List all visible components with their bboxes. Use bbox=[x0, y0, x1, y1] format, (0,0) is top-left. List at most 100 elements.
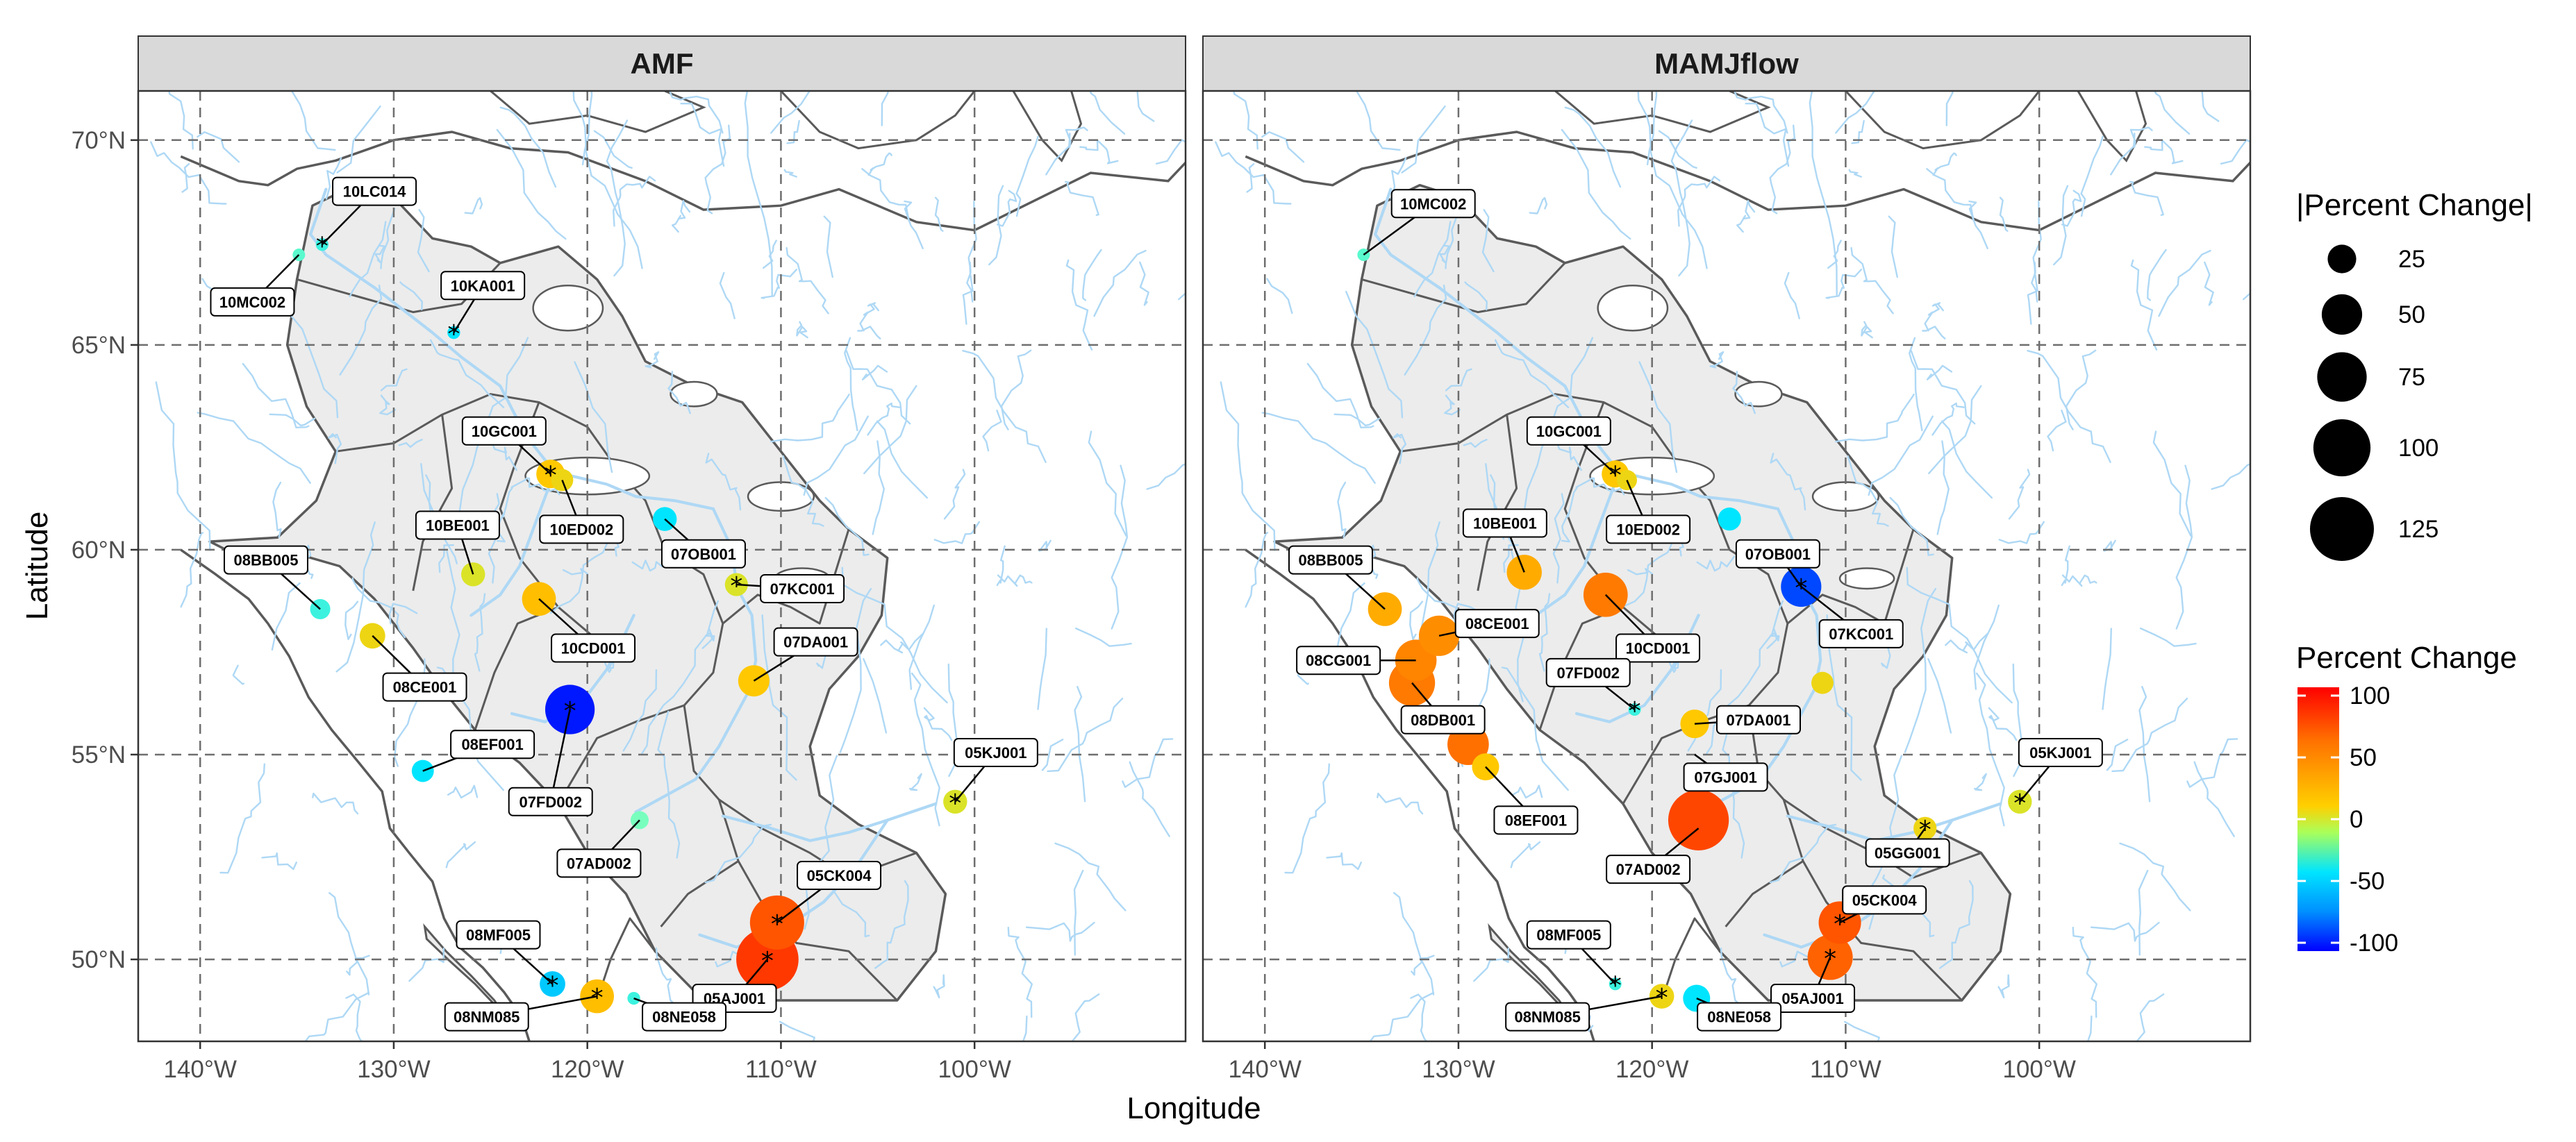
significance-marker: * bbox=[1919, 816, 1931, 844]
station-label-text: 08NE058 bbox=[1707, 1009, 1771, 1026]
station-label[interactable]: 05KJ001 bbox=[953, 737, 1038, 767]
station-label[interactable]: 10GC001 bbox=[1526, 416, 1611, 446]
station-label[interactable]: 07FD002 bbox=[1545, 657, 1631, 687]
significance-marker: * bbox=[547, 971, 559, 1000]
size-legend-label: 25 bbox=[2398, 246, 2425, 273]
station-label-text: 08CG001 bbox=[1306, 652, 1371, 669]
panel-title: AMF bbox=[631, 47, 694, 80]
station-label[interactable]: 08CG001 bbox=[1296, 646, 1381, 675]
station-label[interactable]: 07DA001 bbox=[773, 627, 858, 657]
y-tick-label: 65°N bbox=[72, 332, 126, 359]
station-label[interactable]: 10ED002 bbox=[539, 514, 624, 544]
size-legend-title: |Percent Change| bbox=[2296, 188, 2533, 222]
station-label[interactable]: 07DA001 bbox=[1715, 705, 1801, 734]
x-tick-label: 130°W bbox=[357, 1056, 430, 1083]
color-legend: Percent Change 100 50 0 -50 -100 bbox=[2296, 641, 2517, 957]
station-label[interactable]: 08NE058 bbox=[1697, 1002, 1782, 1032]
station-label[interactable]: 10CD001 bbox=[551, 633, 636, 663]
station-label[interactable]: 08CE001 bbox=[1454, 609, 1540, 639]
size-legend-key bbox=[2327, 244, 2357, 274]
panel-amf: AMF ********** 10LC01410MC00210KA00110GC… bbox=[72, 35, 1187, 1083]
station-label[interactable]: 07OB001 bbox=[1735, 539, 1820, 569]
station-marker[interactable] bbox=[1811, 671, 1834, 694]
significance-marker: * bbox=[730, 572, 742, 601]
size-legend-key bbox=[2321, 294, 2363, 335]
station-label[interactable]: 10MC002 bbox=[210, 287, 295, 317]
station-label[interactable]: 08MF005 bbox=[456, 920, 541, 950]
station-label[interactable]: 10GC001 bbox=[461, 416, 547, 446]
station-label-text: 08DB001 bbox=[1411, 712, 1475, 729]
panel-border bbox=[1202, 90, 2252, 1043]
station-label-text: 08MF005 bbox=[466, 927, 531, 944]
station-label[interactable]: 05AJ001 bbox=[1770, 984, 1856, 1014]
y-tick-label: 60°N bbox=[72, 537, 126, 564]
station-label[interactable]: 10CD001 bbox=[1615, 633, 1701, 663]
station-label-text: 08CE001 bbox=[393, 679, 457, 696]
size-legend-key bbox=[2317, 352, 2367, 402]
station-label[interactable]: 08NE058 bbox=[642, 1002, 727, 1032]
station-label-text: 05KJ001 bbox=[965, 744, 1027, 762]
x-tick-label: 140°W bbox=[163, 1056, 236, 1083]
station-label[interactable]: 05CK004 bbox=[1842, 885, 1927, 915]
station-label-text: 07DA001 bbox=[1727, 712, 1791, 729]
station-label[interactable]: 08MF005 bbox=[1526, 920, 1611, 950]
station-label-text: 10ED002 bbox=[1616, 521, 1680, 538]
x-axis-title: Longitude bbox=[1127, 1091, 1261, 1125]
gridlines bbox=[138, 91, 1186, 1041]
station-label-text: 07KC001 bbox=[1829, 625, 1893, 643]
station-label[interactable]: 10BE001 bbox=[1462, 508, 1547, 538]
station-label[interactable]: 08EF001 bbox=[1493, 805, 1579, 835]
station-label[interactable]: 08BB005 bbox=[1288, 545, 1373, 575]
station-label[interactable]: 08EF001 bbox=[450, 730, 535, 759]
station-label[interactable]: 10MC002 bbox=[1390, 189, 1476, 219]
station-marker[interactable] bbox=[1718, 507, 1741, 531]
size-legend: |Percent Change| 25 50 75 100 125 bbox=[2296, 188, 2533, 561]
significance-marker: * bbox=[1834, 910, 1846, 939]
station-label[interactable]: 10LC014 bbox=[332, 176, 417, 206]
station-label[interactable]: 10BE001 bbox=[415, 510, 500, 540]
significance-marker: * bbox=[761, 947, 774, 975]
station-label[interactable]: 07GJ001 bbox=[1683, 762, 1768, 792]
map-area: ********* 10MC00210GC00110ED00210BE00107… bbox=[1203, 91, 2250, 1041]
station-label[interactable]: 08NM085 bbox=[1505, 1002, 1590, 1032]
size-legend-label: 50 bbox=[2398, 301, 2425, 328]
station-label[interactable]: 10KA001 bbox=[440, 271, 526, 301]
x-tick-label: 130°W bbox=[1422, 1056, 1495, 1083]
station-label[interactable]: 05KJ001 bbox=[2018, 737, 2103, 767]
significance-marker: * bbox=[949, 789, 961, 818]
station-label[interactable]: 07AD002 bbox=[1606, 855, 1691, 884]
station-label-text: 10GC001 bbox=[472, 423, 537, 440]
station-label[interactable]: 08DB001 bbox=[1400, 705, 1486, 734]
station-label[interactable]: 07KC001 bbox=[760, 573, 845, 603]
station-label[interactable]: 05GG001 bbox=[1865, 838, 1950, 868]
y-tick-label: 50°N bbox=[72, 946, 126, 973]
station-label-text: 08NM085 bbox=[1514, 1009, 1580, 1026]
significance-marker: * bbox=[771, 910, 783, 939]
station-label-text: 08EF001 bbox=[461, 736, 523, 753]
station-label[interactable]: 07AD002 bbox=[556, 848, 642, 878]
significance-marker: * bbox=[1609, 971, 1622, 1000]
station-marker[interactable] bbox=[724, 573, 748, 596]
station-label-text: 05KJ001 bbox=[2029, 744, 2091, 762]
station-label[interactable]: 07KC001 bbox=[1818, 619, 1904, 648]
station-label[interactable]: 08BB005 bbox=[223, 545, 308, 575]
y-tick-label: 70°N bbox=[72, 127, 126, 154]
station-marker[interactable] bbox=[1913, 816, 1937, 840]
station-marker[interactable] bbox=[749, 895, 804, 950]
station-label-text: 08NE058 bbox=[652, 1009, 716, 1026]
station-label-text: 07AD002 bbox=[1616, 861, 1681, 878]
station-label[interactable]: 07FD002 bbox=[508, 787, 593, 816]
colorbar-label: 0 bbox=[2350, 806, 2363, 833]
panel-title: MAMJflow bbox=[1654, 47, 1799, 80]
station-label-text: 07AD002 bbox=[567, 855, 631, 872]
station-marker[interactable] bbox=[411, 759, 434, 782]
station-marker[interactable] bbox=[1668, 789, 1729, 850]
station-label-text: 10MC002 bbox=[219, 294, 285, 311]
station-label[interactable]: 05CK004 bbox=[797, 861, 882, 891]
station-label[interactable]: 07OB001 bbox=[660, 539, 746, 569]
significance-marker: * bbox=[1629, 697, 1641, 725]
station-label[interactable]: 08NM085 bbox=[444, 1002, 529, 1032]
station-label[interactable]: 10ED002 bbox=[1606, 514, 1691, 544]
station-label-text: 10GC001 bbox=[1536, 423, 1602, 440]
station-label[interactable]: 08CE001 bbox=[382, 672, 467, 702]
